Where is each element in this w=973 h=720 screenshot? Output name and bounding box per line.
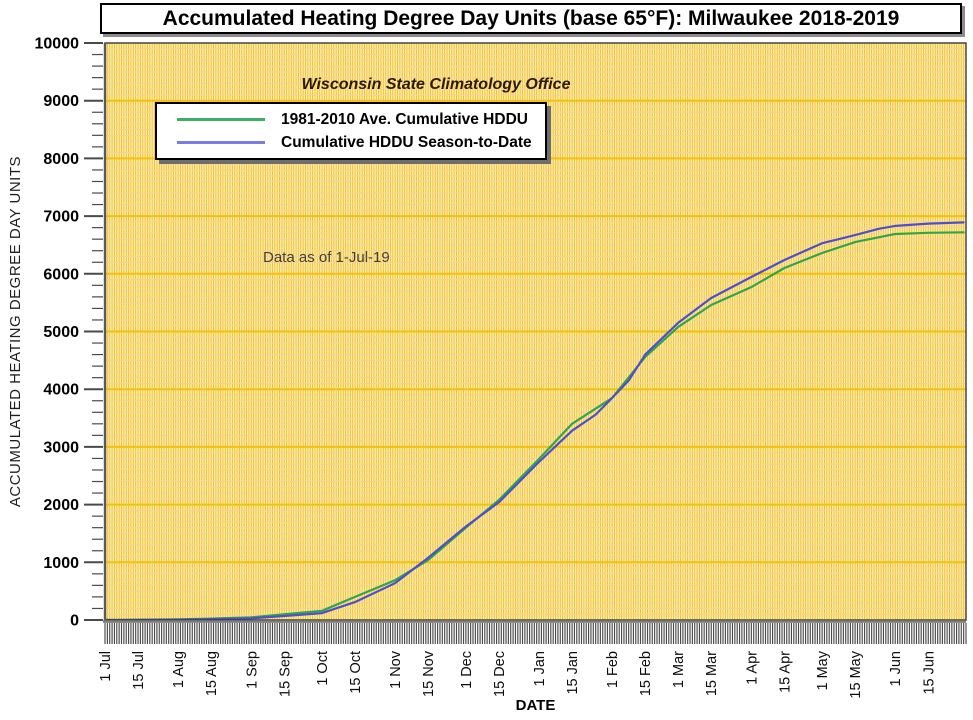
y-axis-title: ACCUMULATED HEATING DEGREE DAY UNITS <box>2 43 28 620</box>
legend-label-average: 1981-2010 Ave. Cumulative HDDU <box>281 110 528 128</box>
svg-text:1000: 1000 <box>43 555 79 572</box>
svg-text:15 Mar: 15 Mar <box>704 651 720 696</box>
svg-text:15 Sep: 15 Sep <box>277 651 293 697</box>
svg-text:1 May: 1 May <box>815 650 831 690</box>
svg-text:15 Oct: 15 Oct <box>348 651 364 694</box>
svg-text:15 Apr: 15 Apr <box>777 651 793 693</box>
svg-text:8000: 8000 <box>43 151 79 168</box>
legend-item-season: Cumulative HDDU Season-to-Date <box>157 134 545 152</box>
chart-title: Accumulated Heating Degree Day Units (ba… <box>100 3 962 34</box>
svg-text:3000: 3000 <box>43 439 79 456</box>
legend-line-season-swatch <box>177 141 265 144</box>
svg-text:9000: 9000 <box>43 93 79 110</box>
y-axis-title-text: ACCUMULATED HEATING DEGREE DAY UNITS <box>6 155 24 508</box>
svg-text:1 Jan: 1 Jan <box>532 651 548 686</box>
svg-text:6000: 6000 <box>43 266 79 283</box>
legend-line-average-swatch <box>177 118 265 121</box>
svg-text:15 Aug: 15 Aug <box>204 651 220 696</box>
svg-text:15 Jan: 15 Jan <box>565 651 581 695</box>
svg-text:15 Jun: 15 Jun <box>921 651 937 695</box>
svg-text:4000: 4000 <box>43 382 79 399</box>
svg-text:1 Jul: 1 Jul <box>98 651 114 682</box>
svg-text:15 Nov: 15 Nov <box>421 650 437 697</box>
svg-text:5000: 5000 <box>43 324 79 341</box>
svg-text:10000: 10000 <box>35 36 80 53</box>
climatology-office-annotation: Wisconsin State Climatology Office <box>301 76 571 93</box>
legend: 1981-2010 Ave. Cumulative HDDU Cumulativ… <box>155 102 547 160</box>
svg-text:15 Jul: 15 Jul <box>131 651 147 690</box>
svg-text:7000: 7000 <box>43 209 79 226</box>
legend-item-average: 1981-2010 Ave. Cumulative HDDU <box>157 111 545 129</box>
svg-text:15 Dec: 15 Dec <box>492 651 508 697</box>
svg-text:15 Feb: 15 Feb <box>638 651 654 696</box>
svg-text:1 Nov: 1 Nov <box>388 650 404 689</box>
svg-text:1 Mar: 1 Mar <box>671 651 687 688</box>
svg-text:1 Aug: 1 Aug <box>171 651 187 688</box>
svg-text:2000: 2000 <box>43 497 79 514</box>
data-as-of-annotation: Data as of 1-Jul-19 <box>263 249 390 266</box>
svg-text:1 Feb: 1 Feb <box>605 651 621 688</box>
svg-text:15 May: 15 May <box>848 650 864 698</box>
svg-text:1 Jun: 1 Jun <box>888 651 904 686</box>
x-axis-title: DATE <box>515 697 556 714</box>
legend-label-season: Cumulative HDDU Season-to-Date <box>281 133 532 151</box>
svg-text:1 Oct: 1 Oct <box>315 651 331 686</box>
svg-text:1 Dec: 1 Dec <box>459 651 475 689</box>
svg-text:1 Sep: 1 Sep <box>244 651 260 689</box>
svg-text:1 Apr: 1 Apr <box>744 651 760 685</box>
svg-text:0: 0 <box>70 613 79 630</box>
